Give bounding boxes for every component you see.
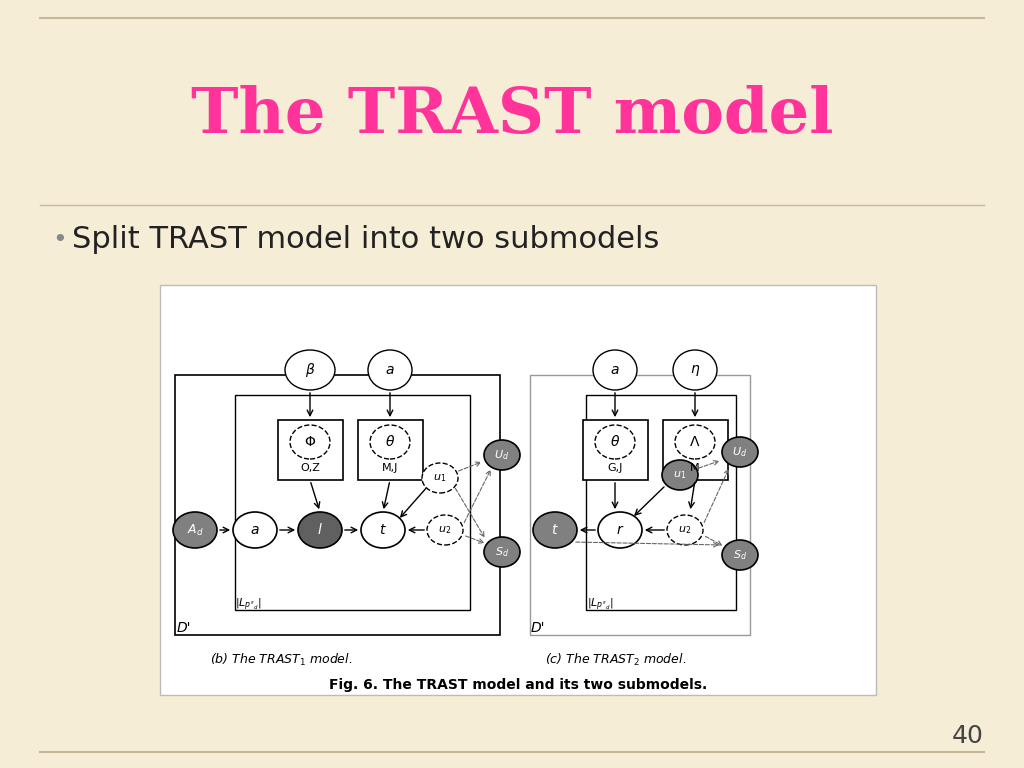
- Bar: [663, 420, 727, 480]
- Text: The TRAST model: The TRAST model: [190, 84, 834, 145]
- Text: Fig. 6. The TRAST model and its two submodels.: Fig. 6. The TRAST model and its two subm…: [329, 678, 708, 692]
- Ellipse shape: [534, 512, 577, 548]
- Bar: [583, 420, 647, 480]
- Text: $\Lambda$: $\Lambda$: [689, 435, 700, 449]
- Text: $\beta$: $\beta$: [305, 361, 315, 379]
- Ellipse shape: [422, 463, 458, 493]
- Bar: [160, 285, 876, 695]
- Ellipse shape: [675, 425, 715, 459]
- Ellipse shape: [667, 515, 703, 545]
- Text: $u_1$: $u_1$: [674, 469, 687, 481]
- Text: $|L_{p''_d}|$: $|L_{p''_d}|$: [587, 597, 613, 613]
- Text: D': D': [177, 621, 191, 635]
- Text: $u_2$: $u_2$: [438, 524, 452, 536]
- Text: (c) The $TRAST_2$ model.: (c) The $TRAST_2$ model.: [545, 652, 686, 668]
- Bar: [586, 395, 736, 610]
- Bar: [278, 420, 342, 480]
- Ellipse shape: [290, 425, 330, 459]
- Ellipse shape: [593, 350, 637, 390]
- Ellipse shape: [427, 515, 463, 545]
- Text: $t$: $t$: [551, 523, 559, 537]
- Text: O,Z: O,Z: [300, 463, 319, 473]
- Text: $|L_{p''_d}|$: $|L_{p''_d}|$: [234, 597, 261, 613]
- Ellipse shape: [673, 350, 717, 390]
- Text: •: •: [52, 228, 67, 252]
- Ellipse shape: [298, 512, 342, 548]
- Ellipse shape: [662, 460, 698, 490]
- Text: $l$: $l$: [317, 522, 323, 538]
- Text: $\Phi$: $\Phi$: [304, 435, 316, 449]
- Text: $a$: $a$: [385, 363, 395, 377]
- Ellipse shape: [370, 425, 410, 459]
- Text: $A_d$: $A_d$: [186, 522, 204, 538]
- Text: $t$: $t$: [379, 523, 387, 537]
- Text: Split TRAST model into two submodels: Split TRAST model into two submodels: [72, 226, 659, 254]
- Bar: [234, 395, 470, 610]
- Ellipse shape: [233, 512, 278, 548]
- Bar: [357, 420, 423, 480]
- Text: $S_d$: $S_d$: [495, 545, 509, 559]
- Text: $r$: $r$: [615, 523, 625, 537]
- Text: M: M: [690, 463, 699, 473]
- Text: $U_d$: $U_d$: [495, 448, 510, 462]
- Ellipse shape: [484, 440, 520, 470]
- Text: $S_d$: $S_d$: [733, 548, 746, 562]
- Text: D': D': [530, 621, 545, 635]
- Text: $a$: $a$: [250, 523, 260, 537]
- Text: $u_1$: $u_1$: [433, 472, 446, 484]
- Bar: [175, 375, 500, 635]
- Text: (b) The $TRAST_1$ model.: (b) The $TRAST_1$ model.: [210, 652, 352, 668]
- Text: $\theta$: $\theta$: [610, 435, 621, 449]
- Ellipse shape: [595, 425, 635, 459]
- Ellipse shape: [173, 512, 217, 548]
- Text: 40: 40: [952, 724, 984, 748]
- Text: $u_2$: $u_2$: [679, 524, 691, 536]
- Ellipse shape: [285, 350, 335, 390]
- Text: $\eta$: $\eta$: [690, 362, 700, 378]
- Text: M,J: M,J: [382, 463, 398, 473]
- Ellipse shape: [368, 350, 412, 390]
- Text: $a$: $a$: [610, 363, 620, 377]
- Ellipse shape: [722, 540, 758, 570]
- Ellipse shape: [361, 512, 406, 548]
- Bar: [530, 375, 750, 635]
- Text: $U_d$: $U_d$: [732, 445, 748, 459]
- Text: $\theta$: $\theta$: [385, 435, 395, 449]
- Text: G,J: G,J: [607, 463, 623, 473]
- Ellipse shape: [722, 437, 758, 467]
- Ellipse shape: [484, 537, 520, 567]
- Ellipse shape: [598, 512, 642, 548]
